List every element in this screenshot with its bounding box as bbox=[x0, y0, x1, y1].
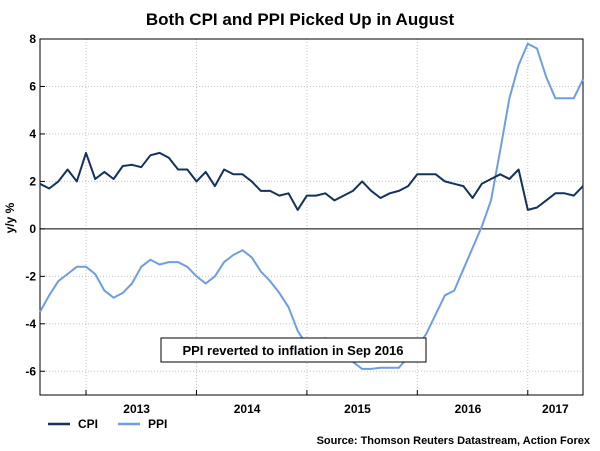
series-line-ppi bbox=[39, 42, 584, 370]
y-tick-label: 8 bbox=[29, 32, 36, 46]
legend-label-cpi: CPI bbox=[78, 417, 98, 431]
x-axis: 2013 2014 2015 2016 2017 bbox=[85, 390, 569, 416]
plot-area bbox=[39, 38, 584, 396]
annotation-box: PPI reverted to inflation in Sep 2016 bbox=[160, 337, 427, 363]
y-axis-label: y/y % bbox=[3, 202, 17, 233]
x-tick-label: 2017 bbox=[542, 402, 569, 416]
x-tick-label: 2015 bbox=[344, 402, 371, 416]
y-tick-label: -4 bbox=[25, 317, 36, 331]
y-axis: 8 6 4 2 0 -2 -4 -6 bbox=[25, 32, 45, 378]
y-tick-label: 6 bbox=[29, 79, 36, 93]
annotation-frame bbox=[160, 337, 427, 363]
chart-title: Both CPI and PPI Picked Up in August bbox=[146, 10, 455, 29]
x-tick-label: 2014 bbox=[234, 402, 261, 416]
legend: CPI PPI bbox=[48, 417, 167, 431]
annotation-text: PPI reverted to inflation in Sep 2016 bbox=[182, 343, 403, 358]
y-tick-label: 4 bbox=[29, 127, 36, 141]
y-tick-label: 0 bbox=[29, 222, 36, 236]
y-tick-label: 2 bbox=[29, 174, 36, 188]
legend-label-ppi: PPI bbox=[148, 417, 167, 431]
series-line-cpi bbox=[39, 151, 584, 211]
x-tick-label: 2013 bbox=[123, 402, 150, 416]
series-group bbox=[39, 42, 584, 370]
y-tick-label: -6 bbox=[25, 364, 36, 378]
source-note: Source: Thomson Reuters Datastream, Acti… bbox=[317, 435, 591, 447]
x-tick-label: 2016 bbox=[455, 402, 482, 416]
y-tick-label: -2 bbox=[25, 269, 36, 283]
